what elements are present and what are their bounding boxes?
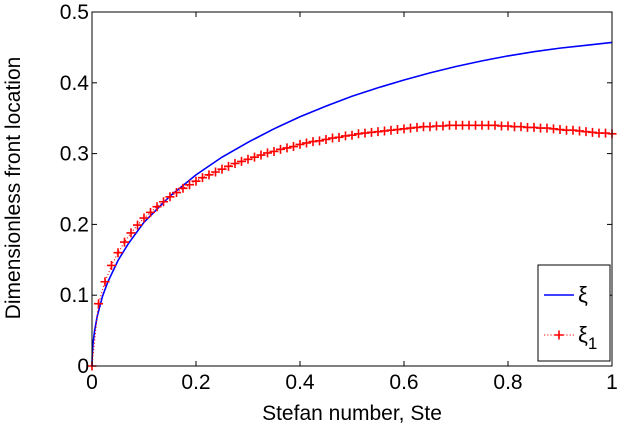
legend-label-base: ξ (578, 282, 588, 307)
plot-background (92, 12, 612, 366)
data-point-marker (113, 248, 123, 258)
x-tick-label: 0.2 (181, 371, 210, 394)
data-point-marker (230, 159, 240, 169)
data-point-marker (302, 138, 311, 148)
data-point-marker (237, 156, 246, 166)
legend-label: ξ1 (578, 322, 597, 353)
data-point-marker (334, 132, 344, 142)
data-point-marker (250, 152, 259, 162)
data-point-marker (224, 161, 233, 171)
data-point-marker (159, 197, 168, 207)
series-1 (91, 41, 613, 367)
data-point-marker (198, 173, 207, 183)
data-point-marker (243, 154, 253, 164)
data-point-marker (100, 277, 110, 287)
x-tick-label: 0.8 (493, 371, 522, 394)
data-point-marker (165, 192, 175, 202)
data-point-marker (217, 164, 227, 174)
data-point-marker (295, 139, 305, 149)
legend-marker (554, 330, 564, 340)
axes-frame (91, 11, 613, 367)
legend-label-subscript: 1 (588, 334, 597, 353)
axes-box (91, 11, 613, 367)
data-point-marker (120, 237, 129, 247)
y-tick-label: 0.4 (60, 72, 90, 95)
x-tick-label: 1 (606, 371, 618, 394)
legend: ξξ1 (537, 264, 611, 362)
data-point-marker (107, 260, 116, 270)
data-point-marker (282, 143, 292, 153)
data-point-marker (185, 180, 194, 190)
data-point-marker (191, 176, 201, 186)
x-tick-label: 0 (86, 371, 98, 394)
legend-box (537, 264, 611, 362)
legend-label: ξ (578, 282, 588, 307)
data-point-marker (269, 146, 279, 156)
data-point-marker (172, 188, 181, 198)
x-axis-label: Stefan number, Ste (262, 402, 442, 425)
data-point-marker (263, 148, 272, 158)
data-point-marker (289, 142, 298, 152)
axes-area (92, 12, 612, 366)
data-point-marker (133, 220, 142, 230)
y-tick-label: 0.5 (60, 1, 89, 24)
data-point-marker (178, 183, 188, 193)
series-line-1 (91, 41, 613, 367)
data-point-marker (256, 150, 266, 160)
legend-label-base: ξ (578, 322, 588, 347)
data-point-marker (139, 213, 149, 223)
x-tick-label: 0.6 (389, 371, 418, 394)
data-point-marker (126, 228, 136, 238)
y-tick-label: 0.2 (60, 213, 89, 236)
series-layer (87, 41, 617, 371)
y-tick-label: 0.1 (60, 284, 89, 307)
data-point-marker (347, 130, 357, 140)
legend-entry-1: ξ (544, 282, 588, 307)
y-axis-label: Dimensionless front location (2, 57, 25, 320)
y-tick-label: 0.3 (60, 143, 89, 166)
data-point-marker (276, 144, 285, 154)
ticks-layer: 0 0.2 0.4 0.6 0.8 1 0 0.1 0.2 0.3 0.4 0.5 (60, 1, 618, 394)
series-2 (87, 120, 617, 371)
y-tick-label: 0 (77, 355, 89, 378)
data-point-marker (211, 167, 220, 177)
data-point-marker (94, 299, 103, 309)
x-tick-label: 0.4 (285, 371, 315, 394)
data-point-marker (152, 202, 162, 212)
data-point-marker (321, 134, 331, 144)
data-point-marker (204, 170, 214, 180)
data-point-marker (315, 136, 324, 146)
data-point-marker (146, 207, 155, 217)
legend-entry-2: ξ1 (544, 322, 597, 353)
